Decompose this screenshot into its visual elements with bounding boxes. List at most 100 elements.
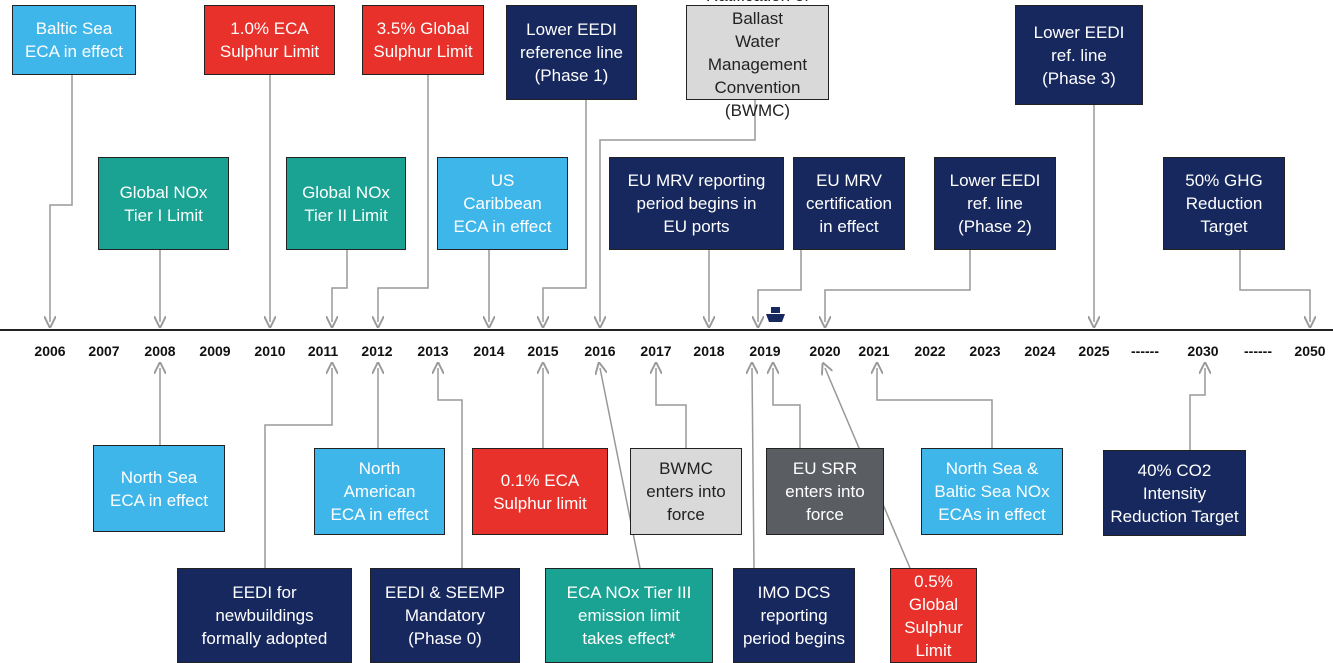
event-text: (Phase 3): [1042, 68, 1116, 88]
event-text: period begins: [742, 629, 846, 648]
event-text: 50% GHG: [1185, 171, 1263, 190]
year-label: ------: [1131, 343, 1159, 359]
event-box: 3.5% Global Sulphur Limit: [362, 5, 484, 75]
year-label: ------: [1244, 343, 1272, 359]
event-text: Ratification of Ballast: [706, 0, 809, 28]
event-box: US Caribbean ECA in effect: [437, 157, 568, 250]
event-text: ECA in effect: [453, 217, 552, 236]
event-text: 1.0% ECA: [230, 19, 309, 38]
event-box: Lower EEDI ref. line (Phase 3): [1015, 5, 1143, 105]
event-box: 0.5% Global Sulphur Limit: [890, 568, 977, 663]
year-label: 2012: [361, 343, 393, 359]
event-text: ECAs in effect: [938, 505, 1046, 524]
event-box: EU SRR enters into force: [766, 448, 884, 535]
event-text: Tier II Limit: [304, 205, 388, 225]
event-text: 0.5% Global: [908, 571, 959, 614]
connector: [378, 75, 429, 322]
event-text: (Phase 0): [408, 629, 482, 648]
event-box: North Sea ECA in effect: [93, 445, 225, 532]
event-text: North Sea &: [945, 459, 1039, 478]
event-text: Limit: [915, 640, 952, 660]
event-text: force: [806, 505, 844, 524]
event-box: North American ECA in effect: [314, 448, 445, 535]
event-text: American: [343, 482, 416, 501]
year-label: 2022: [914, 343, 946, 359]
year-label: 2017: [640, 343, 672, 359]
event-text: Sulphur Limit: [219, 42, 320, 61]
connector: [332, 250, 348, 322]
event-text: reporting: [760, 606, 828, 625]
event-text: Reduction: [1185, 194, 1263, 213]
event-box: North Sea & Baltic Sea NOx ECAs in effect: [921, 448, 1063, 535]
event-box: Lower EEDI reference line (Phase 1): [506, 5, 637, 100]
event-text: ref. line: [1051, 45, 1107, 65]
year-label: 2006: [34, 343, 66, 359]
event-text: Global NOx: [119, 182, 208, 202]
year-label: 2030: [1187, 343, 1219, 359]
event-text: takes effect*: [582, 629, 676, 648]
event-text: Baltic Sea NOx: [934, 482, 1050, 501]
event-text: certification: [806, 194, 892, 213]
connector: [50, 75, 73, 322]
year-label: 2021: [858, 343, 890, 359]
event-text: EU ports: [663, 217, 730, 236]
connector: [752, 368, 754, 569]
event-text: EU SRR: [792, 459, 858, 478]
connector: [543, 100, 587, 322]
event-box: 40% CO2 Intensity Reduction Target: [1103, 450, 1246, 536]
event-text: ECA NOx Tier III: [566, 583, 692, 602]
year-label: 2011: [307, 343, 339, 359]
event-text: emission limit: [577, 606, 681, 625]
year-label: 2015: [527, 343, 559, 359]
year-label: 2025: [1078, 343, 1110, 359]
event-text: ECA in effect: [25, 42, 123, 61]
event-text: force: [667, 505, 705, 524]
year-label: 2013: [417, 343, 449, 359]
event-text: Reduction Target: [1110, 506, 1239, 526]
connector: [600, 100, 756, 322]
event-text: Sulphur Limit: [373, 42, 473, 61]
event-text: reference line: [519, 43, 623, 62]
connector: [1239, 250, 1310, 322]
event-box: EU MRV reporting period begins in EU ports: [609, 157, 784, 250]
event-text: enters into: [785, 482, 865, 501]
year-label: 2024: [1024, 343, 1056, 359]
event-text: enters into: [646, 482, 726, 501]
event-text: Baltic Sea: [35, 19, 113, 38]
connector: [877, 368, 993, 448]
year-label: 2016: [584, 343, 616, 359]
event-text: IMO DCS: [757, 583, 831, 602]
event-text: ECA in effect: [110, 490, 208, 510]
year-label: 2020: [809, 343, 841, 359]
event-text: EU MRV reporting: [627, 171, 766, 190]
event-box: Lower EEDI ref. line (Phase 2): [934, 157, 1056, 250]
event-box: Baltic Sea ECA in effect: [12, 5, 136, 75]
event-box: Ratification of Ballast Water ManagementC…: [686, 0, 829, 120]
event-box: Global NOx Tier I Limit: [98, 157, 229, 250]
event-text: Sulphur: [904, 617, 963, 637]
connector: [758, 250, 802, 322]
event-text: ECA in effect: [330, 505, 429, 524]
event-text: Mandatory: [404, 606, 486, 625]
year-label: 2050: [1294, 343, 1326, 359]
event-text: Lower EEDI: [1033, 22, 1125, 42]
event-text: EEDI for: [232, 583, 297, 602]
event-text: Lower EEDI: [949, 171, 1041, 190]
event-text: formally adopted: [201, 629, 328, 648]
event-text: 3.5% Global: [376, 19, 470, 38]
year-label: 2018: [693, 343, 725, 359]
event-text: Caribbean: [463, 194, 542, 213]
event-box: 0.1% ECA Sulphur limit: [472, 448, 608, 535]
event-text: BWMC: [659, 459, 713, 478]
event-box: Global NOx Tier II Limit: [286, 157, 406, 250]
year-label: 2008: [144, 343, 176, 359]
event-text: EEDI & SEEMP: [385, 583, 505, 602]
year-label: 2009: [199, 343, 231, 359]
event-text: Intensity: [1142, 483, 1207, 503]
event-text: 40% CO2: [1137, 460, 1212, 480]
event-text: North Sea: [120, 467, 198, 487]
event-text: Global NOx: [302, 182, 390, 202]
event-box: BWMC enters into force: [630, 448, 742, 535]
event-text: US: [490, 171, 515, 190]
